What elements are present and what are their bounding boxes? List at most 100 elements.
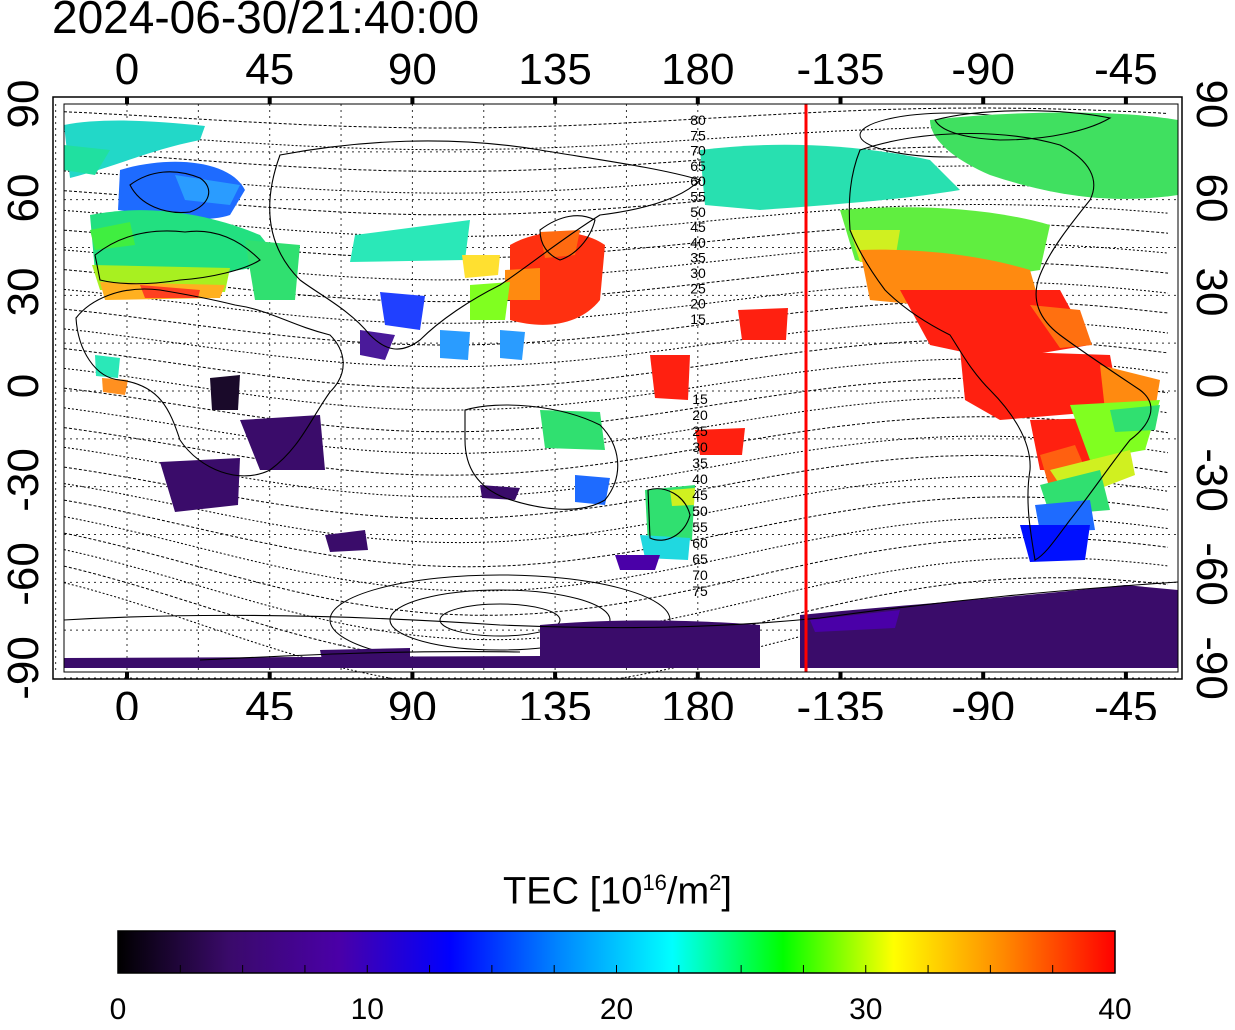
- tec-patch: [440, 330, 470, 360]
- contour-label: 65: [690, 158, 706, 174]
- left-lat-tick: 0: [0, 374, 48, 398]
- tec-patch: [500, 330, 525, 360]
- contour-label: 45: [690, 219, 706, 235]
- right-lat-tick: 30: [1187, 268, 1235, 317]
- top-lon-tick: 180: [661, 45, 734, 94]
- bottom-lon-tick: 0: [115, 683, 139, 720]
- contour-label: 40: [690, 234, 706, 250]
- contour-label: 70: [690, 143, 706, 159]
- contour-label: 70: [692, 567, 708, 583]
- colorbar-title: TEC [1016/m2]: [503, 870, 732, 913]
- tec-patch: [360, 330, 395, 360]
- contour-label: 20: [690, 296, 706, 312]
- right-lat-tick: -60: [1187, 542, 1235, 606]
- colorbar-gradient: [117, 930, 1116, 974]
- tec-patch: [320, 648, 410, 660]
- tec-patch: [90, 210, 280, 276]
- tec-patch: [1110, 405, 1160, 432]
- contour-label: 50: [690, 204, 706, 220]
- top-lon-tick: 0: [115, 45, 139, 94]
- tec-patch: [64, 145, 110, 175]
- top-lon-tick: -90: [951, 45, 1015, 94]
- tec-patch: [510, 232, 605, 325]
- tec-patch: [540, 230, 580, 258]
- tec-patch: [350, 220, 470, 262]
- tec-patch: [650, 355, 690, 400]
- bottom-lon-tick: 135: [518, 683, 591, 720]
- tec-patch: [462, 255, 500, 278]
- left-lat-tick: 60: [0, 174, 48, 223]
- left-lat-tick: -30: [0, 448, 48, 512]
- contour-label: 30: [690, 265, 706, 281]
- bottom-lon-tick: 45: [245, 683, 294, 720]
- contour-label: 25: [690, 280, 706, 296]
- colorbar-ticks: 0 10 20 30 40: [110, 965, 1132, 1026]
- map-inner-frame: [63, 103, 1179, 673]
- contour-label: 80: [690, 112, 706, 128]
- colorbar-tick-label: 10: [351, 993, 384, 1026]
- colorbar-tick-label: 30: [849, 993, 882, 1026]
- top-lon-tick: 135: [518, 45, 591, 94]
- contour-label: 65: [692, 551, 708, 567]
- tec-patch: [738, 308, 788, 340]
- colorbar-tick-label: 40: [1098, 993, 1131, 1026]
- timestamp-title: 2024-06-30/21:40:00: [52, 0, 480, 43]
- tec-patch: [640, 535, 690, 560]
- tec-patch: [90, 222, 135, 250]
- colorbar: 0 10 20 30 40: [110, 930, 1132, 1026]
- contour-label: 75: [690, 127, 706, 143]
- tec-patch: [245, 240, 300, 300]
- right-lat-tick: 90: [1187, 80, 1235, 129]
- contour-label: 25: [692, 423, 708, 439]
- top-lon-tick: 90: [388, 45, 437, 94]
- bottom-lon-ticks: 0 45 90 135 180 -135 -90 -45: [115, 672, 1158, 720]
- tec-patch: [175, 175, 240, 205]
- contour-label: 35: [690, 250, 706, 266]
- contour-label: 55: [690, 189, 706, 205]
- tec-patch: [800, 585, 1178, 668]
- tec-patch: [1035, 500, 1095, 532]
- contour-label: 15: [690, 311, 706, 327]
- tec-patch: [575, 475, 610, 505]
- colorbar-tick-label: 0: [110, 993, 127, 1026]
- coastlines: [63, 110, 1179, 661]
- bottom-lon-tick: -90: [951, 683, 1015, 720]
- tec-data-patches: [64, 112, 1178, 668]
- contour-label: 60: [692, 535, 708, 551]
- contour-label: 45: [692, 487, 708, 503]
- tec-patch: [380, 292, 425, 330]
- right-lat-tick: -90: [1187, 636, 1235, 700]
- colorbar-tick-label: 20: [600, 993, 633, 1026]
- tec-patch: [670, 488, 695, 506]
- left-lat-ticks: 90 60 30 0 -30 -60 -90: [0, 80, 48, 700]
- tec-patch: [505, 268, 540, 300]
- tec-patch: [540, 620, 760, 668]
- contour-label: 60: [690, 173, 706, 189]
- contour-label: 30: [692, 439, 708, 455]
- right-lat-ticks: 90 60 30 0 -30 -60 -90: [1187, 80, 1235, 700]
- tec-patch: [700, 144, 960, 210]
- bottom-lon-tick: -45: [1094, 683, 1158, 720]
- left-lat-tick: -90: [0, 636, 48, 700]
- right-lat-tick: 0: [1187, 374, 1235, 398]
- tec-patch: [210, 375, 240, 410]
- top-lon-tick: -135: [796, 45, 884, 94]
- left-lat-tick: 90: [0, 80, 48, 129]
- contour-label: 50: [692, 503, 708, 519]
- tec-patch: [1020, 525, 1090, 562]
- tec-map: 8075706560555045403530252015152025303540…: [0, 45, 1235, 720]
- map-frame: [52, 96, 1183, 680]
- tec-patch: [810, 610, 900, 632]
- tec-patch: [540, 410, 605, 450]
- contour-label: 40: [692, 471, 708, 487]
- tec-patch: [1100, 365, 1160, 410]
- tec-patch: [102, 378, 128, 395]
- tec-patch: [470, 282, 510, 320]
- right-lat-tick: 60: [1187, 174, 1235, 223]
- bottom-lon-tick: 90: [388, 683, 437, 720]
- top-lon-ticks: 0 45 90 135 180 -135 -90 -45: [115, 45, 1158, 104]
- contour-label: 35: [692, 455, 708, 471]
- contour-label: 15: [692, 391, 708, 407]
- tec-patch: [64, 656, 540, 668]
- contour-labels: 8075706560555045403530252015152025303540…: [690, 112, 708, 599]
